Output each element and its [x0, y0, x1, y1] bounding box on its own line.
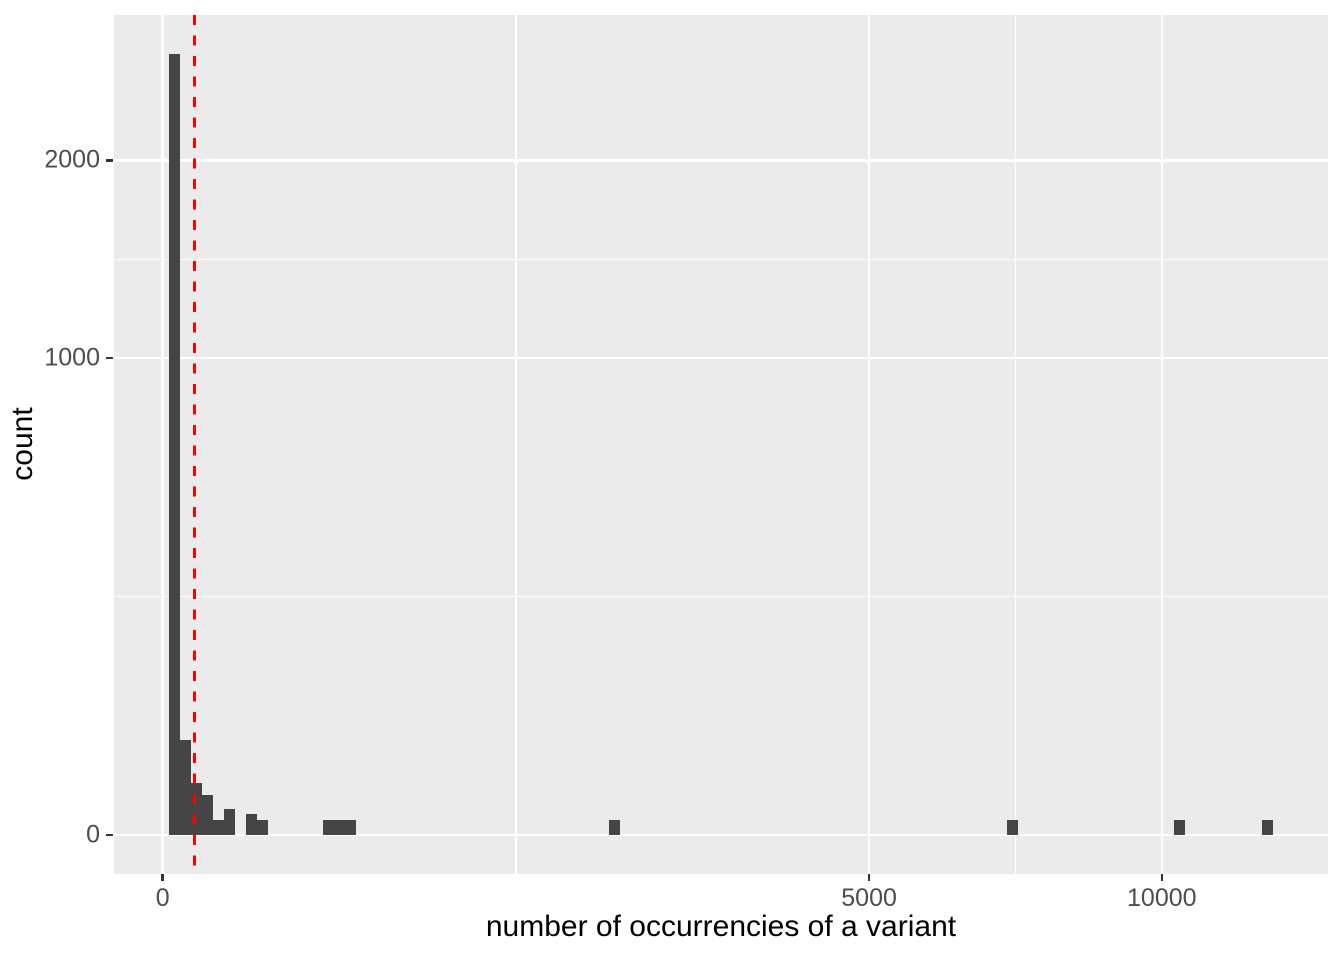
histogram-bar — [169, 54, 181, 835]
histogram-bar — [608, 819, 620, 835]
y-tick-mark — [106, 356, 113, 360]
gridline-y-major — [114, 159, 1328, 162]
histogram-bar — [213, 819, 225, 835]
x-tick-label: 0 — [155, 884, 170, 912]
x-tick-mark — [1160, 874, 1163, 881]
gridline-y-minor — [114, 595, 1328, 598]
gridline-y-minor — [114, 258, 1328, 260]
y-tick-mark — [106, 159, 113, 162]
histogram-bar — [202, 795, 214, 835]
y-tick-label: 0 — [86, 820, 100, 849]
gridline-x-major — [1160, 15, 1164, 874]
histogram-bar — [1007, 819, 1019, 835]
gridline-x-major — [867, 15, 871, 874]
gridline-x-minor — [515, 15, 517, 874]
histogram-bar — [1173, 819, 1185, 835]
histogram-bar — [1261, 819, 1273, 835]
gridline-x-minor — [1014, 15, 1017, 874]
histogram-bar — [334, 819, 345, 835]
y-tick-label: 2000 — [44, 145, 100, 174]
reference-vline-dashed — [192, 15, 196, 874]
histogram-bar — [191, 782, 203, 835]
y-tick-mark — [106, 833, 113, 837]
plot-panel — [114, 15, 1328, 874]
histogram-bar — [257, 819, 269, 835]
histogram-bar — [323, 819, 334, 835]
gridline-y-major — [114, 356, 1328, 360]
x-axis-title: number of occurrencies of a variant — [485, 910, 957, 943]
gridline-x-major — [161, 15, 164, 874]
x-tick-mark — [867, 874, 871, 881]
x-tick-mark — [161, 874, 164, 881]
x-tick-label: 5000 — [841, 884, 897, 912]
histogram-bar — [345, 819, 356, 835]
y-axis-title: count — [6, 407, 39, 481]
histogram-bar — [246, 813, 258, 835]
histogram-bar — [224, 808, 236, 835]
y-tick-label: 1000 — [44, 343, 100, 372]
histogram-bar — [180, 739, 191, 835]
gridline-y-major — [114, 833, 1328, 837]
x-tick-label: 10000 — [1127, 884, 1197, 912]
